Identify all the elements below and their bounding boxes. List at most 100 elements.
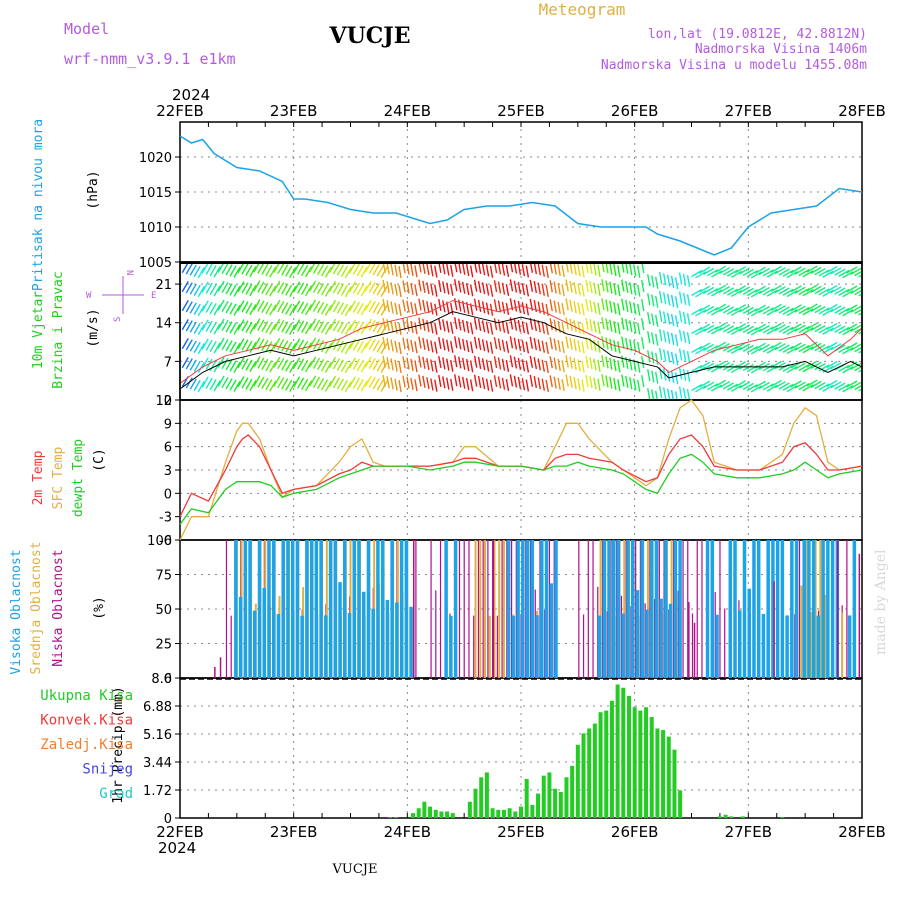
wind-arrow xyxy=(850,286,862,294)
wind-arrow xyxy=(454,336,458,349)
wind-arrow xyxy=(525,341,530,354)
wind-arrow xyxy=(461,357,466,370)
wind-arrow xyxy=(718,285,731,294)
precip-legend-item: Zaledj.Kisa xyxy=(40,737,133,753)
wind-arrow xyxy=(854,365,862,372)
wind-arrow xyxy=(489,341,494,354)
wind-arrow xyxy=(273,299,281,311)
wind-arrow xyxy=(533,357,538,370)
wind-arrow xyxy=(181,299,189,312)
cloud-high-bar xyxy=(305,540,309,678)
wind-arrow xyxy=(822,327,834,335)
wind-arrow xyxy=(762,383,774,391)
wind-arrow xyxy=(209,322,217,334)
cloud-high-bar xyxy=(328,540,333,678)
wind-arrow xyxy=(217,337,225,349)
wind-arrow xyxy=(569,299,573,312)
wind-arrow xyxy=(344,362,352,374)
wind-arrow xyxy=(410,339,414,352)
wind-arrow xyxy=(695,271,707,279)
cloud-high-bar xyxy=(286,540,290,678)
wind-arrow xyxy=(418,298,422,311)
wind-arrow xyxy=(569,356,573,369)
wind-arrow xyxy=(640,356,645,369)
wind-arrow xyxy=(249,285,257,297)
wind-arrow xyxy=(593,301,597,314)
wind-arrow xyxy=(846,285,858,293)
wind-arrow xyxy=(205,377,213,389)
wind-arrow xyxy=(418,279,422,292)
wind-arrow xyxy=(446,377,450,390)
wind-arrow xyxy=(581,322,585,335)
x-tick-label-top: 27FEB xyxy=(725,102,772,120)
wind-arrow xyxy=(726,307,739,315)
cloud-high-bar xyxy=(802,540,806,678)
y-tick-label: 12 xyxy=(155,394,172,409)
wind-arrow xyxy=(640,337,645,350)
wind-arrow xyxy=(372,283,380,295)
wind-arrow xyxy=(581,303,585,316)
wind-arrow xyxy=(320,265,329,277)
wind-arrow xyxy=(718,323,731,332)
wind-arrow xyxy=(585,279,589,292)
wind-arrow xyxy=(541,359,545,372)
wind-arrow xyxy=(666,312,671,325)
wind-arrow xyxy=(842,347,854,355)
wind-arrow xyxy=(573,377,577,390)
y-tick-label: 1005 xyxy=(139,256,172,271)
wind-arrow xyxy=(293,262,301,274)
wind-arrow xyxy=(549,318,553,331)
wind-arrow xyxy=(261,301,269,313)
wind-arrow xyxy=(469,322,474,335)
wind-arrow xyxy=(197,267,205,279)
wind-arrow xyxy=(394,321,398,334)
wind-arrow xyxy=(850,362,862,370)
cloud-low-bar xyxy=(430,540,432,678)
wind-arrow xyxy=(818,269,830,277)
wind-arrow xyxy=(621,355,625,368)
wind-arrow xyxy=(241,377,249,389)
wind-arrow xyxy=(806,341,818,349)
wind-arrow xyxy=(308,375,317,387)
wind-arrow xyxy=(209,265,217,277)
y-tick-label: 25 xyxy=(155,638,172,653)
precip-bar xyxy=(541,775,546,818)
wind-arrow xyxy=(758,381,770,390)
cloud-low-bar xyxy=(482,540,484,678)
wind-arrow xyxy=(509,336,514,349)
wind-arrow xyxy=(577,283,581,296)
wind-arrow xyxy=(229,322,237,334)
wind-arrow xyxy=(666,274,671,287)
precip-bar xyxy=(649,717,654,818)
x-tick-label-bottom: 23FEB xyxy=(270,823,317,841)
wind-arrow xyxy=(320,322,329,334)
precip-bar xyxy=(564,777,569,818)
wind-arrow xyxy=(647,274,651,287)
wind-unit: (m/s) xyxy=(86,308,101,347)
credit-watermark: made by Angel xyxy=(873,549,889,655)
wind-arrow xyxy=(257,319,265,331)
wind-arrow xyxy=(633,302,637,315)
wind-arrow xyxy=(454,317,458,330)
precip-bar xyxy=(740,816,745,818)
wind-arrow xyxy=(406,338,410,351)
wind-arrow xyxy=(718,380,731,389)
wind-arrow xyxy=(754,323,766,331)
wind-arrow xyxy=(324,285,333,297)
cloud-low-bar xyxy=(458,540,461,678)
wind-arrow xyxy=(695,347,707,355)
wind-arrow xyxy=(691,307,703,316)
wind-arrow xyxy=(217,318,225,330)
wind-arrow xyxy=(585,374,589,387)
cloud-low-bar xyxy=(506,540,508,678)
precip-bar xyxy=(621,687,626,818)
wind-arrow xyxy=(658,310,663,323)
precip-bar xyxy=(638,710,643,818)
wind-arrow xyxy=(217,356,225,368)
wind-arrow xyxy=(738,381,750,389)
wind-arrow xyxy=(686,389,691,400)
wind-arrow xyxy=(382,374,386,387)
wind-arrow xyxy=(197,343,205,355)
wind-arrow xyxy=(418,374,422,387)
wind-arrow xyxy=(766,327,778,335)
